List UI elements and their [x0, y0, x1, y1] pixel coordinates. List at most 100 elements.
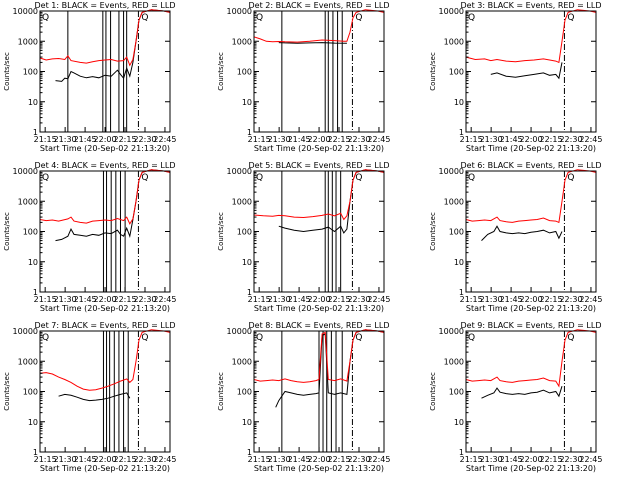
x-tick-label: 22:00: [94, 455, 117, 464]
series-line-lld: [465, 169, 597, 224]
panel-title: Det 5: BLACK = Events, RED = LLD: [249, 161, 390, 170]
flag-marker-right: Q: [567, 333, 574, 343]
x-tick-label: 21:45: [500, 295, 523, 304]
x-tick-label: 21:15: [34, 135, 57, 144]
x-tick-label: 21:45: [500, 135, 523, 144]
detector-panel-3: Det 3: BLACK = Events, RED = LLD Q Q 1 10 100…: [429, 1, 602, 153]
x-tick-label: 22:00: [520, 295, 543, 304]
y-tick-label: 100: [237, 388, 252, 397]
x-tick-label: 22:15: [327, 135, 350, 144]
detector-panel-7: Det 7: BLACK = Events, RED = LLD Q Q 1 10 100…: [3, 321, 176, 473]
y-axis-label: Counts/sec: [3, 52, 11, 91]
flag-marker-right: Q: [355, 333, 362, 343]
x-tick-label: 22:45: [153, 295, 176, 304]
series-line-events: [58, 392, 131, 402]
x-tick-label: 21:15: [248, 135, 271, 144]
flag-marker-left: Q: [42, 13, 49, 23]
x-tick-label: 21:45: [288, 135, 311, 144]
flag-marker-right: Q: [141, 173, 148, 183]
x-tick-label: 22:30: [559, 135, 582, 144]
y-tick-label: 100: [449, 228, 464, 237]
panel-title: Det 7: BLACK = Events, RED = LLD: [35, 321, 176, 330]
x-tick-label: 22:00: [308, 135, 331, 144]
panel-title: Det 6: BLACK = Events, RED = LLD: [461, 161, 602, 170]
x-tick-label: 22:00: [94, 135, 117, 144]
y-tick-label: 10: [28, 258, 38, 267]
x-tick-label: 21:15: [460, 455, 483, 464]
y-tick-label: 1000: [232, 197, 252, 206]
x-tick-label: 22:45: [579, 295, 602, 304]
x-tick-label: 21:30: [480, 295, 503, 304]
x-tick-label: 21:45: [288, 455, 311, 464]
y-tick-label: 100: [23, 228, 38, 237]
flag-marker-right: Q: [355, 173, 362, 183]
x-tick-label: 22:15: [539, 135, 562, 144]
x-axis-label: Start Time (20-Sep-02 21:13:20): [40, 304, 170, 313]
series-line-lld: [39, 329, 171, 391]
series-line-lld: [465, 9, 597, 64]
y-tick-label: 10000: [13, 7, 38, 16]
flag-marker-left: Q: [468, 333, 475, 343]
y-tick-label: 10000: [439, 167, 464, 176]
y-tick-label: 100: [23, 68, 38, 77]
y-axis-label: Counts/sec: [3, 212, 11, 251]
x-tick-label: 22:15: [539, 455, 562, 464]
series-line-events: [481, 225, 563, 241]
panel-title: Det 1: BLACK = Events, RED = LLD: [35, 1, 176, 10]
y-tick-label: 10000: [227, 7, 252, 16]
flag-marker-left: Q: [256, 13, 263, 23]
x-tick-label: 21:45: [288, 295, 311, 304]
y-tick-label: 10: [242, 98, 252, 107]
x-tick-label: 22:30: [559, 455, 582, 464]
y-tick-label: 10: [454, 98, 464, 107]
series-line-lld: [253, 329, 385, 383]
x-tick-label: 21:30: [268, 295, 291, 304]
x-tick-label: 21:30: [268, 455, 291, 464]
x-tick-label: 22:45: [367, 135, 390, 144]
series-line-lld: [39, 9, 171, 67]
flag-marker-right: Q: [355, 13, 362, 23]
y-tick-label: 1000: [444, 37, 464, 46]
y-tick-label: 10: [242, 418, 252, 427]
y-tick-label: 1: [33, 128, 38, 137]
x-tick-label: 22:30: [133, 135, 156, 144]
series-line-lld: [253, 9, 385, 43]
y-tick-label: 1: [459, 448, 464, 457]
detector-panel-9: Det 9: BLACK = Events, RED = LLD Q Q 1 10 100…: [429, 321, 602, 473]
panel-title: Det 3: BLACK = Events, RED = LLD: [461, 1, 602, 10]
y-tick-label: 10000: [227, 327, 252, 336]
flag-marker-left: Q: [468, 13, 475, 23]
y-axis-label: Counts/sec: [429, 212, 437, 251]
y-tick-label: 10: [242, 258, 252, 267]
series-line-events: [490, 62, 563, 80]
y-tick-label: 1: [33, 288, 38, 297]
y-tick-label: 100: [237, 228, 252, 237]
x-axis-label: Start Time (20-Sep-02 21:13:20): [40, 144, 170, 153]
flag-marker-left: Q: [42, 333, 49, 343]
x-tick-label: 21:15: [248, 455, 271, 464]
x-axis-label: Start Time (20-Sep-02 21:13:20): [254, 464, 384, 473]
x-tick-label: 22:45: [579, 135, 602, 144]
y-tick-label: 10000: [13, 327, 38, 336]
detector-panel-5: Det 5: BLACK = Events, RED = LLD Q Q 1 10 100…: [217, 161, 390, 313]
x-tick-label: 22:15: [327, 455, 350, 464]
y-tick-label: 1: [247, 448, 252, 457]
x-tick-label: 22:00: [308, 455, 331, 464]
y-axis-label: Counts/sec: [429, 52, 437, 91]
y-axis-label: Counts/sec: [217, 372, 225, 411]
x-tick-label: 21:45: [74, 455, 97, 464]
x-tick-label: 22:00: [308, 295, 331, 304]
x-tick-label: 22:45: [579, 455, 602, 464]
y-tick-label: 1000: [232, 37, 252, 46]
x-tick-label: 21:15: [34, 455, 57, 464]
detector-panel-8: Det 8: BLACK = Events, RED = LLD Q Q 1 10 100…: [217, 321, 390, 473]
y-tick-label: 1: [33, 448, 38, 457]
y-axis-label: Counts/sec: [217, 212, 225, 251]
series-line-events: [481, 386, 563, 399]
x-tick-label: 22:00: [520, 455, 543, 464]
y-tick-label: 10: [28, 98, 38, 107]
x-tick-label: 22:00: [520, 135, 543, 144]
y-tick-label: 1000: [18, 197, 38, 206]
